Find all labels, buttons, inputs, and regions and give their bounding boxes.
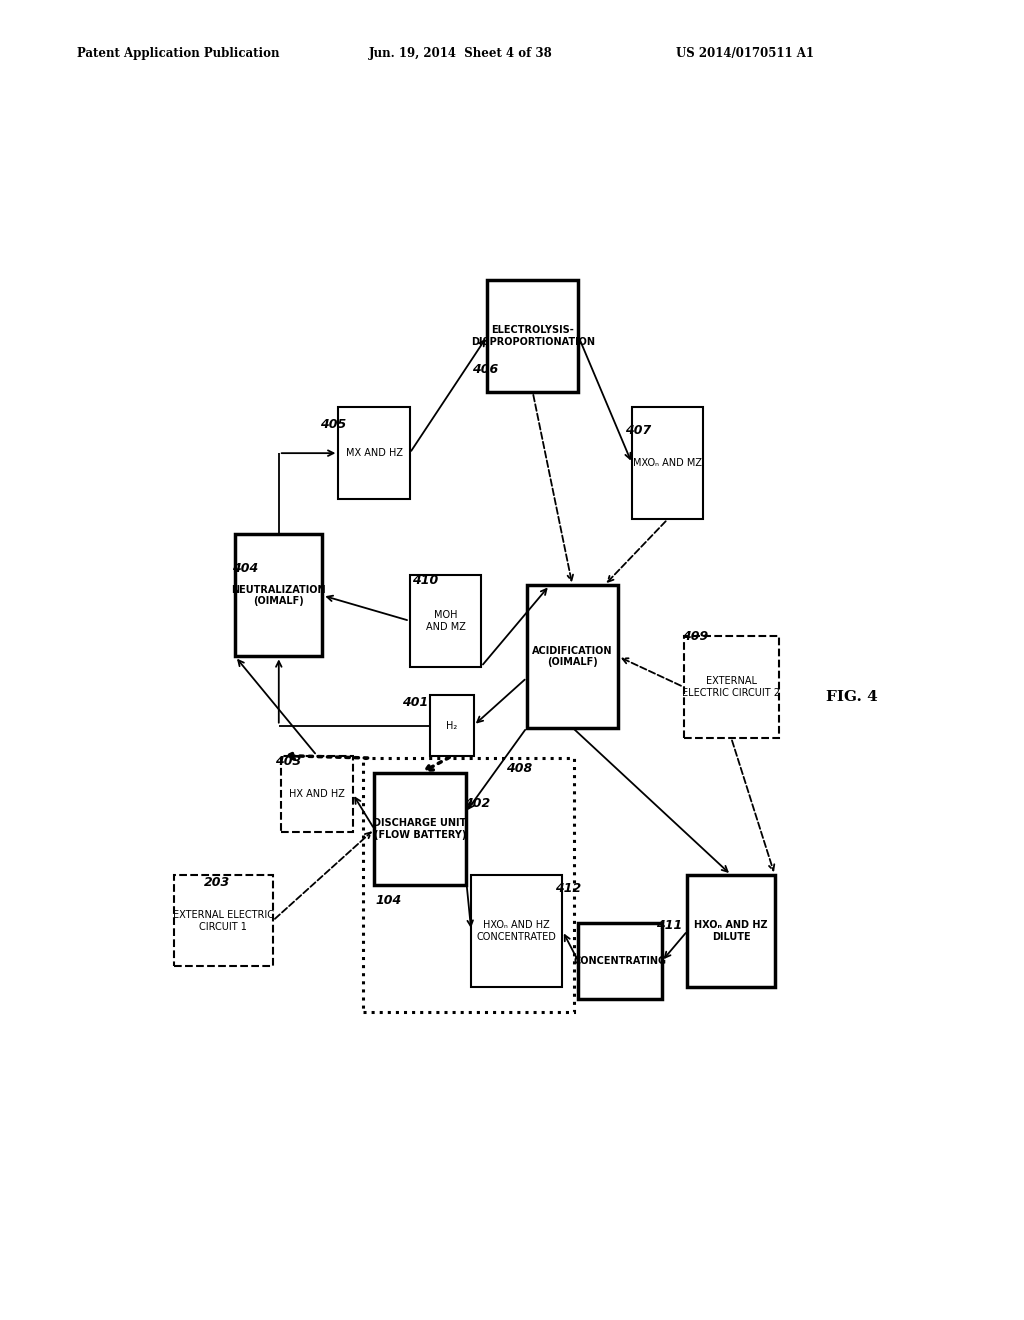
FancyBboxPatch shape <box>632 408 703 519</box>
Text: EXTERNAL ELECTRIC
CIRCUIT 1: EXTERNAL ELECTRIC CIRCUIT 1 <box>173 909 273 932</box>
FancyBboxPatch shape <box>684 636 778 738</box>
FancyBboxPatch shape <box>236 535 323 656</box>
Text: EXTERNAL
ELECTRIC CIRCUIT 2: EXTERNAL ELECTRIC CIRCUIT 2 <box>682 676 780 698</box>
FancyBboxPatch shape <box>430 696 474 756</box>
Text: 401: 401 <box>402 696 428 709</box>
FancyBboxPatch shape <box>579 923 662 999</box>
Text: H₂: H₂ <box>446 721 458 730</box>
Text: ACIDIFICATION
(OIMALF): ACIDIFICATION (OIMALF) <box>532 645 612 667</box>
Text: Patent Application Publication: Patent Application Publication <box>77 46 280 59</box>
Text: 405: 405 <box>319 418 346 432</box>
Text: 404: 404 <box>232 561 259 574</box>
Text: HXOₙ AND HZ
DILUTE: HXOₙ AND HZ DILUTE <box>694 920 768 941</box>
Text: DISCHARGE UNIT
(FLOW BATTERY): DISCHARGE UNIT (FLOW BATTERY) <box>374 818 467 840</box>
Text: HXOₙ AND HZ
CONCENTRATED: HXOₙ AND HZ CONCENTRATED <box>477 920 557 941</box>
Text: 407: 407 <box>626 424 651 437</box>
Text: 409: 409 <box>682 630 709 643</box>
Text: MXOₙ AND MZ: MXOₙ AND MZ <box>633 458 702 469</box>
Text: HX AND HZ: HX AND HZ <box>289 788 345 799</box>
FancyBboxPatch shape <box>375 774 466 886</box>
Text: MOH
AND MZ: MOH AND MZ <box>426 610 465 632</box>
FancyBboxPatch shape <box>526 585 618 727</box>
FancyBboxPatch shape <box>487 280 579 392</box>
FancyBboxPatch shape <box>338 408 410 499</box>
Text: ELECTROLYSIS-
DISPROPORTIONATION: ELECTROLYSIS- DISPROPORTIONATION <box>471 326 595 347</box>
FancyBboxPatch shape <box>471 875 562 987</box>
Text: 411: 411 <box>656 919 682 932</box>
Bar <box>362 758 574 1012</box>
Text: 412: 412 <box>555 882 582 895</box>
FancyBboxPatch shape <box>174 875 272 966</box>
Text: 203: 203 <box>204 875 230 888</box>
Text: US 2014/0170511 A1: US 2014/0170511 A1 <box>676 46 814 59</box>
Text: 408: 408 <box>506 762 532 775</box>
Text: CONCENTRATING: CONCENTRATING <box>573 957 667 966</box>
Text: 410: 410 <box>413 574 438 586</box>
Text: 104: 104 <box>375 894 401 907</box>
Text: 402: 402 <box>464 797 490 810</box>
FancyBboxPatch shape <box>282 755 352 832</box>
Text: Jun. 19, 2014  Sheet 4 of 38: Jun. 19, 2014 Sheet 4 of 38 <box>369 46 552 59</box>
Text: 406: 406 <box>472 363 499 376</box>
FancyBboxPatch shape <box>687 875 775 987</box>
Text: 403: 403 <box>275 755 301 768</box>
Text: MX AND HZ: MX AND HZ <box>345 449 402 458</box>
FancyBboxPatch shape <box>410 576 481 667</box>
Text: NEUTRALIZATION
(OIMALF): NEUTRALIZATION (OIMALF) <box>231 585 326 606</box>
Text: FIG. 4: FIG. 4 <box>826 690 879 704</box>
